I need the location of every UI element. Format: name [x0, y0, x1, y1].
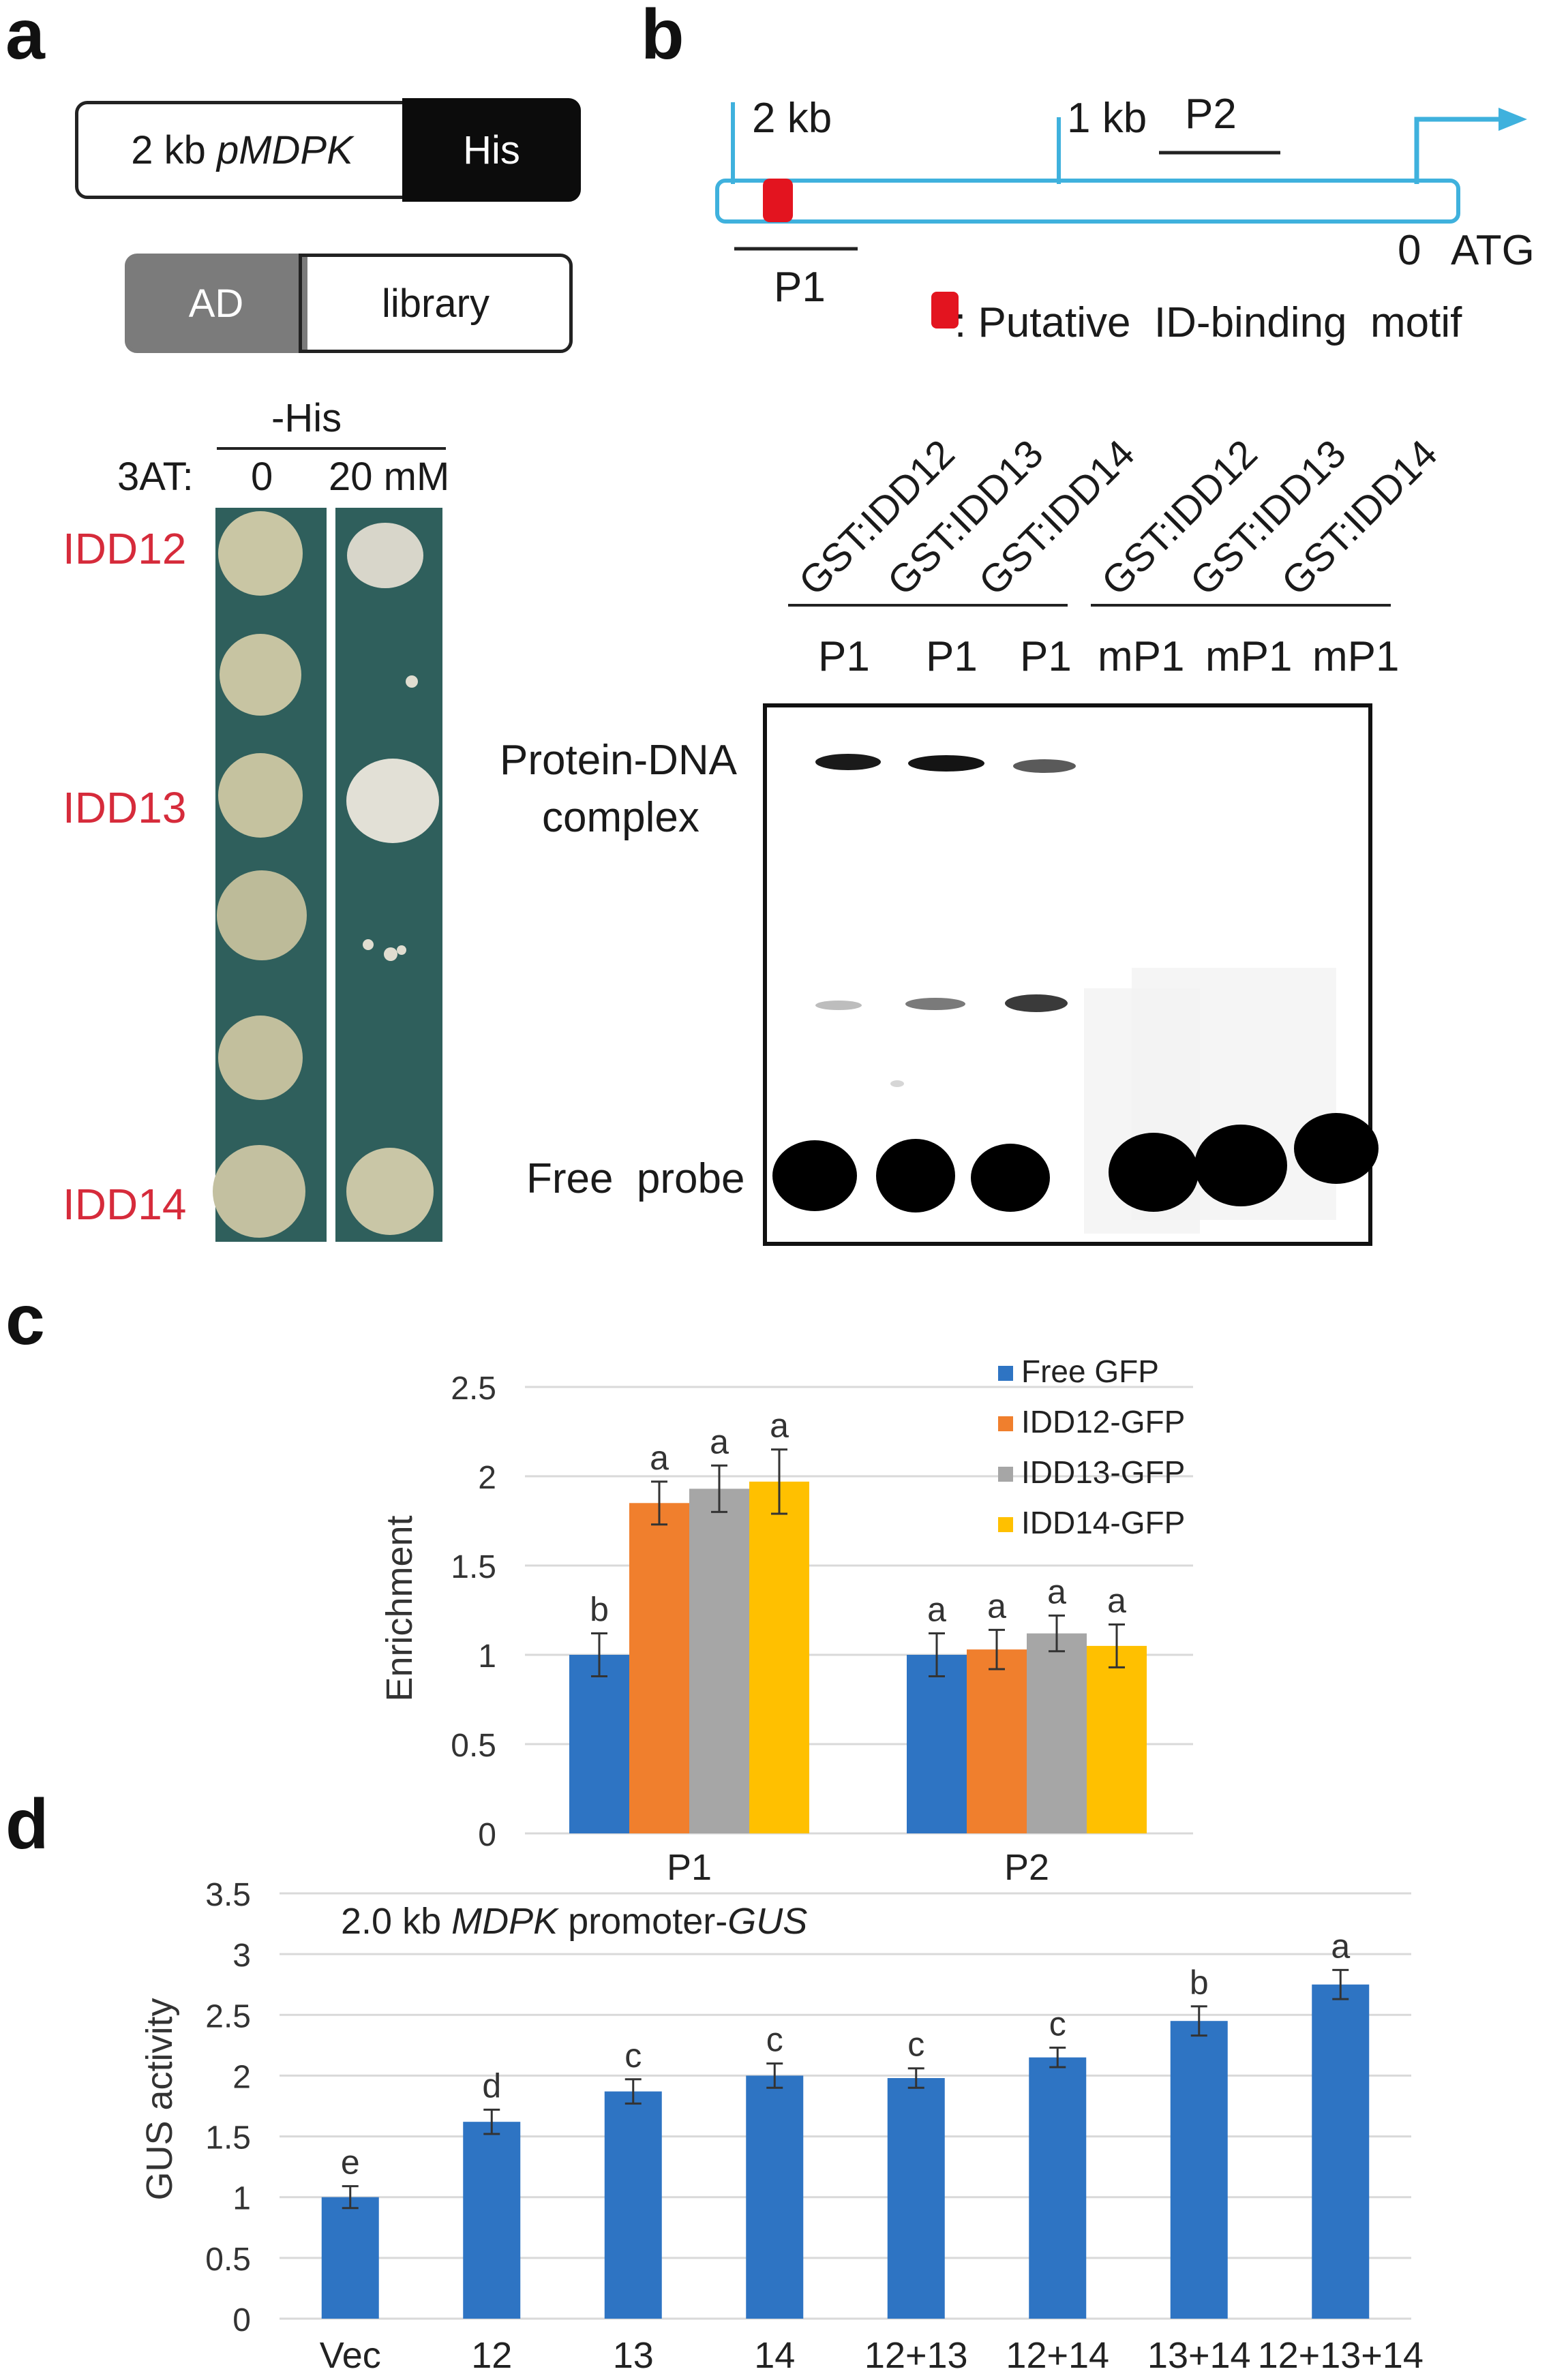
enrichment-significance-letter: a: [1047, 1572, 1066, 1611]
legend-motif-label: : Putative ID-binding motif: [954, 299, 1462, 346]
enrichment-significance-letter: a: [770, 1407, 789, 1445]
enrichment-y-axis-label: Enrichment: [379, 1515, 420, 1701]
gus-chart-title: 2.0 kb MDPK promoter-GUS: [341, 1900, 807, 1942]
enrichment-significance-letter: a: [650, 1439, 669, 1477]
enrichment-y-tick-label: 2: [478, 1460, 496, 1496]
complex-bands: [815, 754, 1076, 773]
his-medium-label: -His: [271, 396, 342, 440]
enrichment-bar: [907, 1655, 967, 1833]
tss-arrow-head: [1499, 108, 1527, 131]
library-label: library: [382, 281, 490, 326]
mp1-lanes-bracket: [1091, 604, 1391, 607]
emsa-gel-image: [763, 703, 1379, 1246]
promoter-prefix: 2 kb: [131, 127, 217, 172]
label-p1: P1: [774, 264, 826, 311]
enrichment-x-tick-label: P1: [667, 1847, 712, 1888]
enrichment-bar: [967, 1649, 1027, 1833]
panel-b-letter: b: [641, 0, 684, 74]
library-box: library: [299, 254, 573, 353]
enrichment-bar: [629, 1503, 689, 1833]
complex-label-line1: Protein-DNA: [500, 737, 737, 784]
ad-label: AD: [188, 281, 244, 326]
tss-arrow-line: [1414, 117, 1500, 184]
label-0: 0: [1398, 227, 1421, 274]
promoter-name: pMDPK: [216, 127, 353, 172]
legend-label: IDD13-GFP: [1021, 1454, 1185, 1490]
gus-title-gus: GUS: [727, 1901, 808, 1942]
enrichment-x-tick-label: P2: [1004, 1847, 1049, 1888]
enrichment-y-tick-label: 2.5: [451, 1371, 496, 1407]
legend-label: IDD12-GFP: [1021, 1404, 1185, 1439]
colonies-0mm: [213, 511, 307, 1238]
binding-motif-marker: [763, 179, 793, 222]
label-p2: P2: [1185, 91, 1237, 138]
enrichment-bar: [1027, 1633, 1087, 1833]
free-probe-label: Free probe: [526, 1155, 745, 1202]
his-label: His: [463, 127, 520, 172]
probe-label-2: P1: [926, 633, 978, 680]
probe-label-1: P1: [818, 633, 870, 680]
complex-label-line2: complex: [542, 794, 699, 841]
legend-swatch: [998, 1467, 1013, 1482]
legend-swatch: [998, 1416, 1013, 1431]
free-probe-blobs: [772, 1113, 1379, 1212]
legend-label: IDD14-GFP: [1021, 1505, 1185, 1540]
enrichment-bar: [749, 1481, 809, 1833]
threeat-label: 3AT:: [117, 455, 194, 499]
probe-label-4: mP1: [1098, 633, 1185, 680]
enrichment-significance-letter: a: [1107, 1581, 1126, 1619]
conc-20-label: 20 mM: [329, 455, 450, 499]
promoter-box: 2 kb pMDPK: [75, 101, 409, 199]
enrichment-y-tick-label: 1: [478, 1638, 496, 1675]
label-atg: ATG: [1451, 227, 1535, 274]
label-1kb: 1 kb: [1067, 95, 1147, 142]
legend-motif-swatch: [931, 292, 959, 329]
his-box: His: [402, 98, 581, 202]
legend-label: Free GFP: [1021, 1354, 1159, 1389]
panel-c-letter: c: [5, 1281, 45, 1360]
plate-strip-20mm: [335, 508, 442, 1242]
label-2kb: 2 kb: [752, 95, 832, 142]
probe-label-5: mP1: [1205, 633, 1293, 680]
yeast-plate-image: [213, 508, 442, 1242]
probe-label-6: mP1: [1312, 633, 1400, 680]
panel-d-letter: d: [5, 1785, 49, 1864]
legend-swatch: [998, 1517, 1013, 1532]
enrichment-y-tick-label: 0: [478, 1817, 496, 1853]
promoter-map: [715, 102, 1527, 251]
gus-title-plain: 2.0 kb: [341, 1901, 452, 1942]
enrichment-significance-letter: a: [927, 1591, 946, 1629]
enrichment-significance-letter: b: [590, 1591, 609, 1629]
legend-swatch: [998, 1366, 1013, 1381]
enrichment-bar: [1087, 1645, 1147, 1833]
gus-title-mdpk: MDPK: [451, 1901, 558, 1942]
p1-lanes-bracket: [788, 604, 1068, 607]
enrichment-y-tick-label: 1.5: [451, 1549, 496, 1585]
enrichment-bar: [569, 1655, 629, 1833]
enrichment-bar: [689, 1489, 749, 1833]
enrichment-significance-letter: a: [710, 1422, 729, 1461]
row-label-idd14: IDD14: [63, 1180, 187, 1229]
promoter-bar: [715, 179, 1460, 224]
conc-0-label: 0: [251, 455, 273, 499]
row-label-idd12: IDD12: [63, 524, 187, 573]
ad-box: AD: [125, 254, 307, 353]
medium-bracket-line: [217, 447, 446, 450]
enrichment-y-tick-label: 0.5: [451, 1728, 496, 1764]
row-label-idd13: IDD13: [63, 783, 187, 832]
gus-title-mid: promoter-: [558, 1901, 728, 1942]
probe-label-3: P1: [1020, 633, 1072, 680]
colonies-20mm: [346, 523, 439, 1235]
enrichment-significance-letter: a: [987, 1587, 1006, 1625]
panel-a-letter: a: [5, 0, 45, 74]
